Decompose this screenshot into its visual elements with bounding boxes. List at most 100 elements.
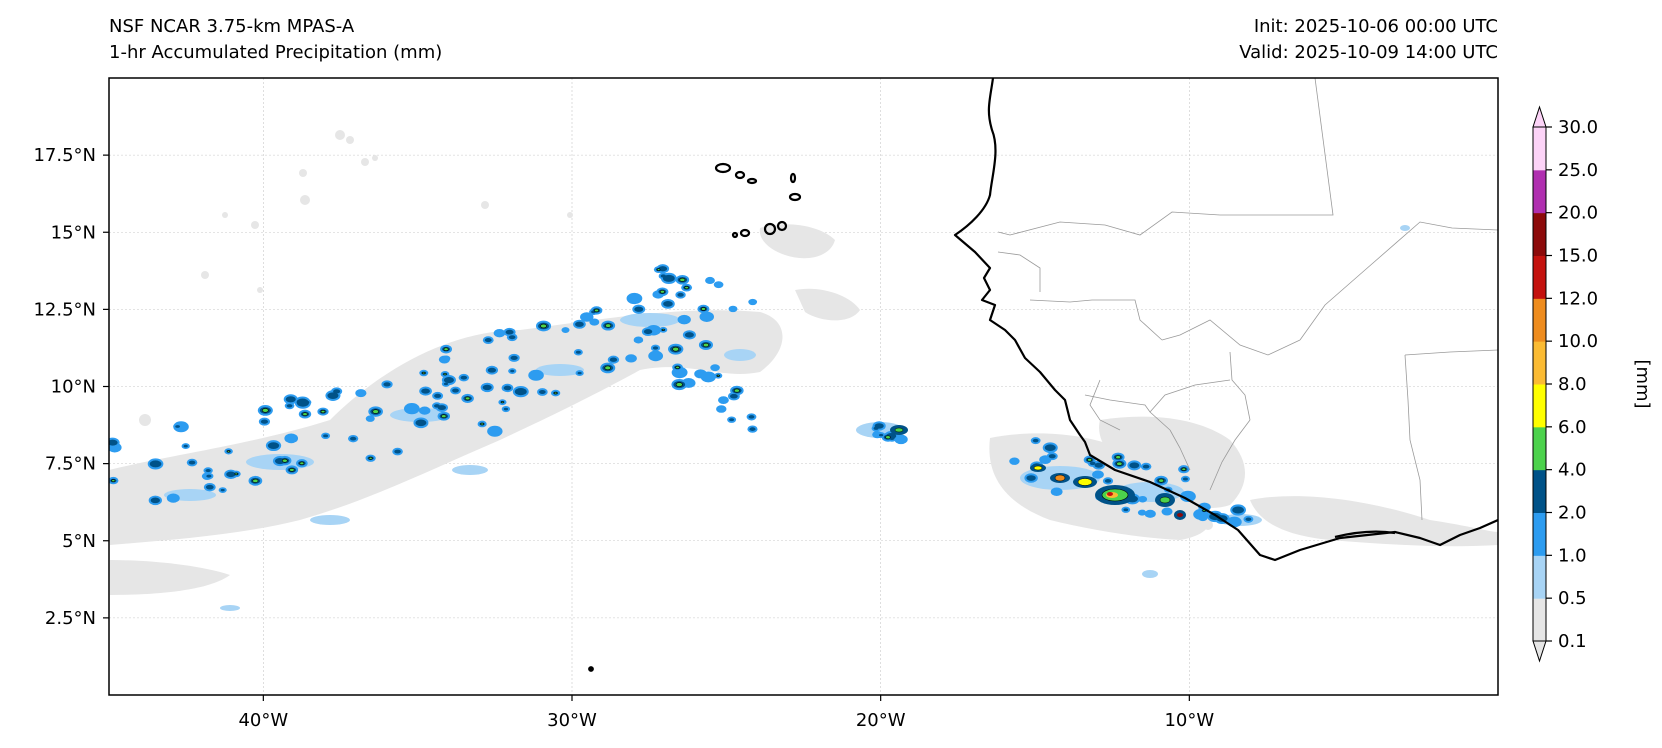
rain-core	[643, 329, 653, 335]
colorbar-tick-label: 15.0	[1558, 246, 1598, 267]
rain-cell	[418, 406, 431, 415]
colorbar-bin	[1533, 426, 1546, 471]
rain-core-intense	[1181, 467, 1187, 471]
rain-core	[226, 471, 236, 478]
rain-core	[205, 468, 211, 473]
colorbar-bin	[1533, 127, 1546, 171]
rain-core	[285, 396, 296, 403]
rain-cell	[442, 355, 451, 362]
rain-core-intense	[422, 371, 426, 375]
rain-core	[1142, 464, 1150, 469]
colorbar-bin	[1533, 255, 1546, 299]
rain-core	[1182, 477, 1188, 481]
rain-core	[460, 375, 468, 380]
rain-cell	[493, 328, 506, 338]
rain-core	[510, 355, 518, 361]
colorbar-tick-label: 12.0	[1558, 288, 1598, 309]
colorbar-bin	[1533, 341, 1546, 385]
rain-core	[286, 404, 293, 408]
rain-core	[748, 415, 755, 419]
colorbar-bin	[1533, 598, 1546, 642]
rain-core-intense	[675, 382, 683, 387]
rain-core	[609, 357, 618, 362]
rain-core	[188, 460, 196, 465]
rain-cell	[561, 327, 570, 333]
rain-core-intense	[281, 458, 288, 463]
rain-core-intense	[1115, 455, 1121, 460]
rain-core	[503, 407, 509, 411]
colorbar-bin	[1533, 555, 1546, 599]
lat-tick-label: 7.5°N	[45, 454, 96, 475]
lon-tick-label: 20°W	[856, 710, 906, 731]
colorbar-tick-label: 0.1	[1558, 631, 1587, 652]
rain-cell	[580, 312, 594, 322]
rain-core	[220, 488, 225, 492]
rain-core-intense	[716, 374, 720, 377]
rain-core-intense	[261, 408, 269, 413]
rain-core	[1129, 462, 1140, 469]
rain-core-intense	[368, 456, 373, 460]
rain-core	[484, 338, 492, 343]
rain-core	[575, 350, 581, 354]
lat-tick-label: 5°N	[62, 531, 96, 552]
rain-cell	[528, 369, 544, 381]
lat-tick-label: 2.5°N	[45, 608, 96, 629]
rain-core	[510, 369, 515, 373]
lat-tick-label: 10°N	[51, 377, 96, 398]
rain-core-intense	[661, 328, 665, 331]
rain-core	[443, 382, 449, 386]
rain-core	[383, 382, 391, 387]
country-borders	[997, 78, 1498, 521]
colorbar-tick-label: 10.0	[1558, 331, 1598, 352]
rain-cell	[710, 364, 720, 372]
rain-core-intense	[1116, 461, 1123, 466]
rain-cell	[699, 311, 714, 322]
rain-cell	[1009, 457, 1020, 465]
rain-core-intense	[553, 391, 558, 395]
rain-cell	[1039, 455, 1052, 464]
rain-cell	[700, 371, 716, 383]
rain-core-intense	[443, 373, 447, 376]
rain-core	[684, 332, 694, 338]
rain-core	[149, 460, 162, 468]
rain-core-intense	[227, 450, 231, 453]
rain-core-intense	[675, 365, 680, 369]
rain-cell	[748, 298, 758, 306]
rain-core-intense	[594, 308, 599, 313]
rain-core	[267, 442, 280, 449]
rain-cell	[166, 493, 180, 503]
rain-core-intense	[320, 410, 326, 414]
rain-cell	[677, 314, 691, 325]
longitude-ticks: 40°W 30°W 20°W 10°W	[238, 695, 1214, 731]
rain-cell	[625, 354, 637, 363]
rain-core	[1044, 444, 1056, 452]
rain-core-intense	[464, 396, 471, 401]
colorbar-extend-max	[1532, 105, 1547, 128]
rain-core	[1089, 461, 1096, 466]
rain-core-intense	[1158, 478, 1165, 483]
colorbar-tick-label: 20.0	[1558, 203, 1598, 224]
lat-tick-label: 15°N	[51, 222, 96, 243]
lat-tick-label: 17.5°N	[33, 145, 96, 166]
rain-core	[350, 436, 357, 441]
rain-core	[394, 449, 401, 454]
rain-core-intense	[234, 472, 238, 476]
colorbar-bin	[1533, 384, 1546, 428]
colorbar-tick-label: 0.5	[1558, 588, 1587, 609]
rain-core	[749, 427, 756, 431]
rain-core	[150, 497, 160, 504]
rain-core-intense	[480, 422, 484, 426]
rain-core	[323, 434, 329, 438]
colorbar-bin	[1533, 512, 1546, 556]
valid-time: Valid: 2025-10-09 14:00 UTC	[1239, 42, 1498, 63]
rain-core	[437, 405, 446, 411]
rain-core	[577, 371, 582, 375]
rain-core	[662, 274, 675, 282]
colorbar-tick-label: 25.0	[1558, 160, 1598, 181]
rain-core	[1232, 506, 1244, 514]
rain-core-intense	[659, 290, 665, 294]
colorbar-bin	[1533, 212, 1546, 256]
colorbar-tick-label: 4.0	[1558, 460, 1587, 481]
rain-core-intense	[443, 347, 449, 351]
rain-cell	[705, 276, 715, 284]
